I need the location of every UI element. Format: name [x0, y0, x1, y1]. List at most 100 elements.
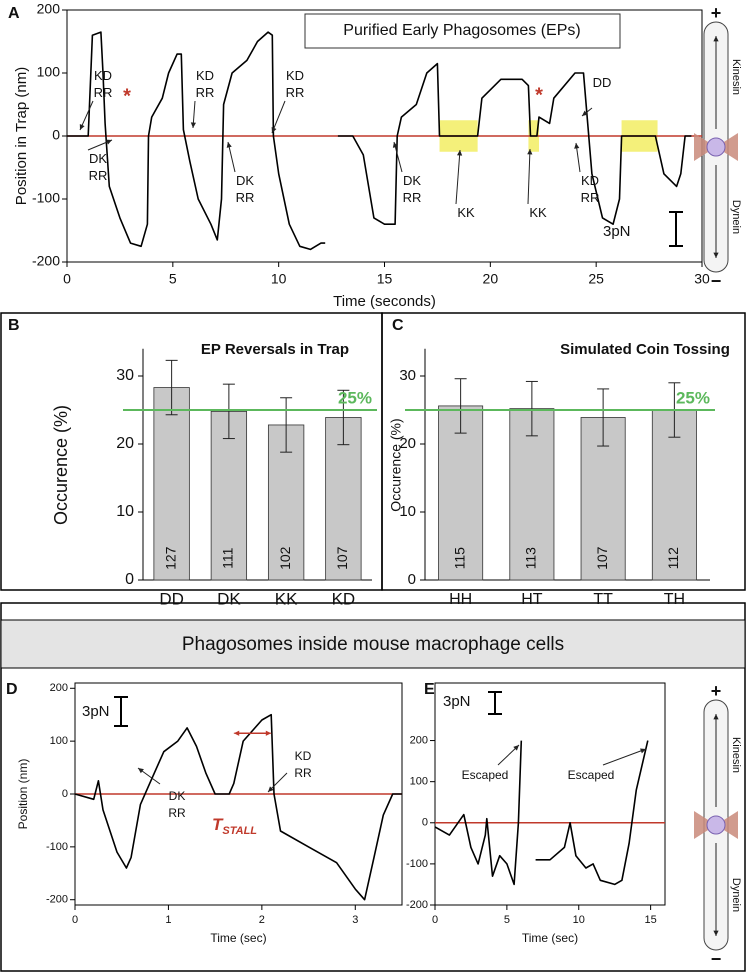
x-tick-label: 3 [352, 914, 358, 926]
y-tick-label: -100 [46, 841, 68, 853]
annotation-line: KD [581, 173, 599, 188]
annotation-line: DK [89, 151, 107, 166]
panel-frame [0, 602, 746, 972]
count-label: 102 [277, 546, 293, 570]
arrow-line [527, 148, 531, 205]
arrow-line [271, 100, 286, 134]
y-tick-label: 30 [116, 367, 134, 384]
y-tick-label: 0 [52, 127, 60, 143]
x-tick-label: 5 [169, 271, 177, 287]
x-tick-label: 0 [72, 914, 78, 926]
arrow-head [226, 142, 232, 148]
minus-sign: − [711, 949, 722, 969]
y-tick-label: 100 [50, 735, 68, 747]
title-box [304, 13, 621, 49]
arrow-head [640, 748, 646, 754]
arrow-head [268, 786, 274, 792]
y-tick-label: -100 [32, 190, 60, 206]
panel-letter: D [6, 681, 18, 698]
panel-letter: A [8, 5, 20, 22]
scale-label: 3pN [443, 693, 471, 710]
x-tick-label: HT [521, 591, 543, 608]
bar [153, 387, 190, 581]
minus-sign: − [711, 271, 722, 291]
x-tick-label: 1 [165, 914, 171, 926]
trace [67, 31, 692, 251]
arrow-line [455, 149, 461, 205]
y-tick-label: 0 [125, 571, 134, 588]
annotation-line: RR [286, 85, 305, 100]
arrow-head [265, 730, 272, 736]
annotation-line: KD [94, 68, 112, 83]
arrow-head [574, 143, 580, 149]
x-axis-label: Time (sec) [210, 931, 266, 945]
count-label: 107 [594, 546, 610, 570]
scale-label: 3pN [82, 703, 110, 720]
annotation-line: KK [529, 205, 547, 220]
annotation-line: KK [457, 205, 475, 220]
annotation-line: Escaped [568, 768, 615, 782]
annotation-line: RR [89, 168, 108, 183]
x-tick-label: 0 [432, 914, 438, 926]
stall-sub: STALL [222, 825, 257, 837]
arrow-head [713, 714, 719, 720]
chart-title: Purified Early Phagosomes (EPs) [343, 22, 580, 39]
y-tick-label: 200 [50, 682, 68, 694]
panel-letter: B [8, 317, 20, 334]
stall-label: TSTALL [212, 815, 257, 836]
y-tick-label: -200 [32, 253, 60, 269]
annotation: Escaped [462, 768, 509, 782]
annotation: DK RR [89, 151, 108, 183]
x-tick-label: 2 [259, 914, 265, 926]
annotation: DK RR [403, 173, 422, 205]
bar [509, 408, 555, 581]
bead [706, 815, 726, 835]
plot-frame [434, 682, 666, 906]
dynein-label: Dynein [730, 200, 742, 234]
bar [210, 410, 248, 581]
y-tick-label: 10 [399, 503, 416, 520]
x-tick-label: DD [159, 589, 184, 608]
x-tick-label: TT [593, 591, 613, 608]
y-axis-label: Position in Trap (nm) [13, 67, 30, 205]
x-tick-label: 10 [271, 271, 287, 287]
y-tick-label: 30 [399, 367, 416, 384]
banner-box [0, 619, 746, 669]
annotation-line: RR [294, 766, 312, 780]
annotation: Escaped [568, 768, 615, 782]
x-tick-label: 5 [504, 914, 510, 926]
reference-label: 25% [338, 388, 372, 407]
x-tick-label: TH [664, 591, 685, 608]
x-tick-label: 30 [694, 271, 710, 287]
x-tick-label: 0 [63, 271, 71, 287]
annotation: DK RR [236, 173, 255, 205]
annotation-line: KD [286, 68, 304, 83]
annotation: KK [529, 205, 547, 220]
bead [706, 137, 726, 157]
scale-label: 3pN [603, 223, 631, 240]
count-label: 115 [451, 547, 467, 570]
annotation-line: RR [94, 85, 113, 100]
arrow-head [392, 142, 398, 148]
chart-title: EP Reversals in Trap [201, 341, 349, 358]
arrow-head [190, 122, 197, 128]
annotation-line: Escaped [462, 768, 509, 782]
arrow-head [527, 149, 533, 155]
annotation-line: KD [295, 749, 312, 763]
arrow-head [713, 252, 719, 258]
annotation: KD RR [196, 68, 215, 100]
reference-label: 25% [676, 388, 710, 407]
x-tick-label: DK [217, 589, 241, 608]
annotation-line: RR [168, 806, 186, 820]
dynein-label: Dynein [730, 878, 742, 912]
arrow-head [713, 930, 719, 936]
annotation: DD [593, 75, 612, 90]
chart-title: Simulated Coin Tossing [560, 341, 730, 358]
x-tick-label: 15 [377, 271, 393, 287]
annotation: KK [457, 205, 475, 220]
annotation-line: DK [169, 789, 186, 803]
plus-sign: + [711, 3, 722, 23]
y-tick-label: 20 [399, 435, 416, 452]
y-axis-label: Position (nm) [16, 759, 30, 830]
count-label: 112 [665, 547, 681, 570]
